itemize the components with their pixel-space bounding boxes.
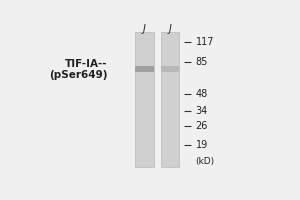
- Text: (pSer649): (pSer649): [49, 70, 107, 80]
- Text: 34: 34: [196, 106, 208, 116]
- Bar: [161, 32, 179, 167]
- Text: 85: 85: [196, 57, 208, 67]
- Text: TIF-IA--: TIF-IA--: [65, 59, 107, 69]
- Bar: [135, 66, 154, 72]
- Bar: [161, 66, 179, 72]
- Text: 48: 48: [196, 89, 208, 99]
- Text: J: J: [169, 24, 172, 34]
- Text: 19: 19: [196, 140, 208, 150]
- Bar: [135, 32, 154, 167]
- Text: 117: 117: [196, 37, 214, 47]
- Text: 26: 26: [196, 121, 208, 131]
- Text: J: J: [143, 24, 146, 34]
- Text: (kD): (kD): [196, 157, 215, 166]
